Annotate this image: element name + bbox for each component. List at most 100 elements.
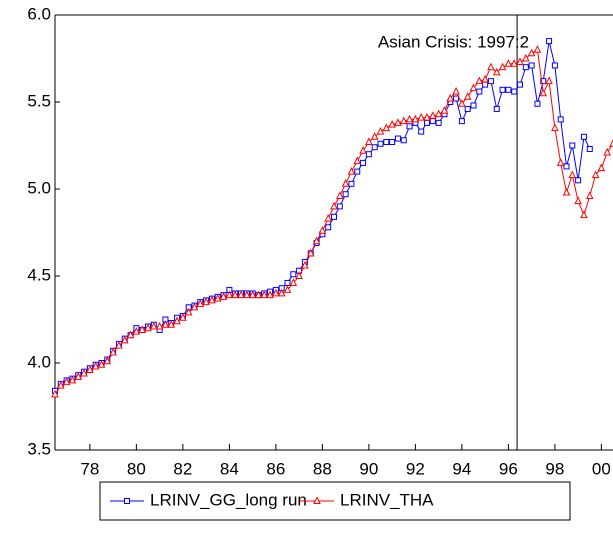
marker [481,74,489,83]
y-tick-label: 5.0 [27,178,51,197]
marker [511,88,518,95]
marker [383,139,390,146]
marker [347,166,356,175]
marker [580,133,587,140]
marker [260,290,269,299]
marker [91,361,100,370]
marker [446,93,455,102]
x-tick-label: 88 [313,459,332,478]
marker [394,118,402,126]
marker [354,168,361,175]
marker [534,100,541,107]
marker [575,177,582,184]
marker [429,111,437,119]
marker [389,139,396,146]
marker [167,320,176,328]
marker [266,290,274,299]
marker [492,67,501,76]
marker [97,360,106,368]
marker [533,45,542,53]
marker [161,320,170,328]
marker [324,213,332,222]
marker [272,288,280,297]
marker [219,292,228,300]
marker [370,132,379,140]
marker [290,271,297,278]
marker [155,321,164,330]
marker [301,260,309,269]
marker [487,62,495,71]
marker [522,53,530,62]
marker [510,59,518,67]
marker [103,356,112,365]
x-tick-label: 92 [406,459,425,478]
marker [179,313,187,321]
marker [225,290,234,299]
marker [109,347,117,356]
annotation: Asian Crisis: 1997:2 [378,32,529,51]
marker [51,389,59,398]
marker [528,62,535,69]
marker [505,86,512,93]
marker [435,119,442,126]
marker [284,279,291,286]
marker [359,146,367,154]
marker [546,38,553,45]
marker [423,113,431,121]
marker [283,285,292,293]
x-tick-label: 86 [266,459,285,478]
marker [306,248,315,257]
marker [377,140,384,147]
marker [545,76,553,85]
marker [237,290,245,299]
marker [144,323,152,332]
marker [597,163,606,172]
marker [475,76,484,85]
marker [434,109,443,118]
legend-label: LRINV_GG_long run [150,490,307,509]
marker [132,327,141,335]
marker [318,226,327,234]
marker [463,92,472,100]
y-tick-label: 4.5 [27,265,51,284]
marker [371,144,378,151]
marker [399,116,408,125]
marker [562,187,571,196]
marker [382,123,391,132]
marker [400,137,407,144]
marker [609,139,613,147]
marker [57,381,65,389]
marker [124,498,130,504]
marker [336,203,343,210]
marker [569,142,576,149]
legend-label: LRINV_THA [340,490,434,509]
marker [394,135,401,142]
marker [585,191,594,199]
marker [556,158,565,166]
marker [74,372,83,380]
marker [365,151,372,158]
x-tick-label: 94 [452,459,471,478]
marker [568,170,577,179]
marker [405,114,414,123]
marker [336,191,344,199]
marker [440,106,449,114]
marker [493,105,500,112]
marker [138,325,146,333]
marker [312,236,321,245]
x-tick-label: 98 [545,459,564,478]
marker [452,86,460,95]
marker [504,59,513,67]
marker [213,294,222,302]
marker [348,180,355,187]
marker [540,78,547,85]
marker [574,196,582,205]
x-tick-label: 90 [359,459,378,478]
marker [527,48,536,57]
marker [360,159,367,166]
marker [458,99,466,107]
y-tick-label: 3.5 [27,439,51,458]
marker [243,290,251,299]
marker [208,295,216,304]
